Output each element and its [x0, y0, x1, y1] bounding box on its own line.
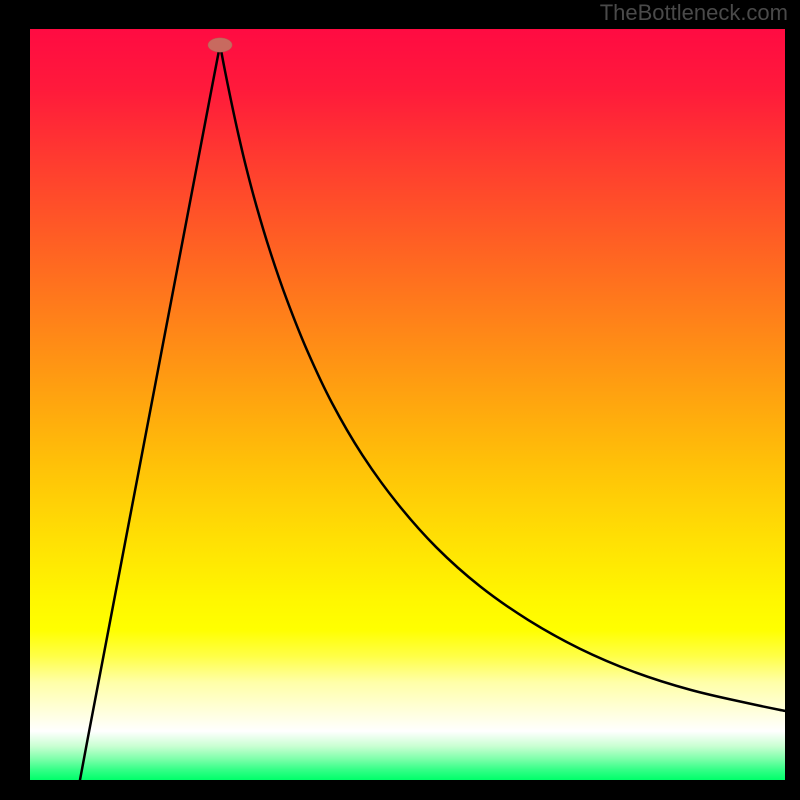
chart-plot-area	[30, 29, 785, 780]
chart-min-marker	[208, 38, 232, 52]
attribution-text: TheBottleneck.com	[600, 0, 788, 26]
border-right	[785, 0, 800, 800]
border-bottom	[0, 780, 800, 800]
chart-curve-right	[220, 45, 785, 711]
border-left	[0, 0, 30, 800]
chart-curves	[30, 29, 785, 780]
chart-curve-left	[80, 45, 220, 780]
